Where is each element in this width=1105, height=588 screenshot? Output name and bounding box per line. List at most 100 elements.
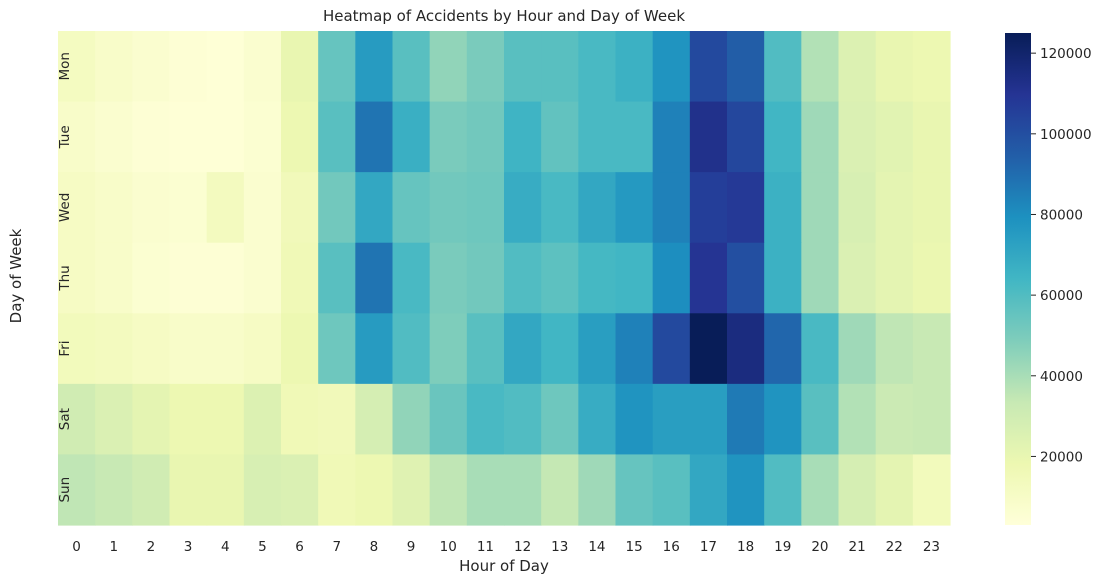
heatmap-cell-sat-0: [58, 383, 96, 456]
heatmap-cell-wed-5: [243, 172, 282, 244]
heatmap-cell-sun-3: [169, 454, 208, 526]
heatmap-cell-tue-21: [838, 101, 877, 173]
heatmap-cell-fri-14: [578, 313, 617, 385]
heatmap-cell-sun-16: [652, 454, 691, 526]
heatmap-cell-wed-7: [318, 172, 356, 244]
heatmap-cell-mon-7: [318, 31, 356, 103]
heatmap-cell-thu-16: [652, 242, 691, 314]
x-tick-label-11: 11: [477, 539, 494, 555]
heatmap-cell-thu-3: [169, 242, 208, 314]
x-tick-label-15: 15: [625, 539, 642, 555]
heatmap-cell-sat-5: [243, 383, 282, 456]
heatmap-cell-wed-3: [169, 172, 208, 244]
colorbar: [1005, 33, 1031, 525]
heatmap-cell-fri-16: [652, 313, 691, 385]
colorbar-tick-label: 80000: [1040, 207, 1083, 223]
heatmap-cell-fri-22: [875, 313, 914, 385]
heatmap-cell-mon-20: [801, 31, 840, 103]
heatmap-cell-tue-12: [504, 101, 542, 173]
x-tick-label-22: 22: [886, 539, 903, 555]
heatmap-cell-wed-4: [206, 172, 245, 244]
x-tick-label-19: 19: [774, 539, 791, 555]
heatmap-cell-thu-4: [206, 242, 245, 314]
x-tick-label-9: 9: [407, 539, 416, 555]
y-tick-label-tue: Tue: [57, 125, 73, 149]
heatmap-cell-tue-16: [652, 101, 691, 173]
heatmap-cell-sat-1: [95, 383, 133, 456]
heatmap-cell-mon-11: [466, 31, 505, 103]
heatmap-cell-wed-18: [727, 172, 765, 244]
heatmap-cell-wed-0: [58, 172, 96, 244]
heatmap-cell-fri-5: [243, 313, 282, 385]
y-tick-label-wed: Wed: [57, 193, 73, 222]
heatmap-cell-sat-15: [615, 383, 654, 456]
heatmap-cell-thu-9: [392, 242, 431, 314]
heatmap-cell-sat-2: [132, 383, 171, 456]
heatmap-cell-tue-14: [578, 101, 617, 173]
heatmap-cell-tue-3: [169, 101, 208, 173]
heatmap-cell-mon-2: [132, 31, 171, 103]
heatmap-cell-mon-18: [727, 31, 765, 103]
heatmap-cell-sat-18: [727, 383, 765, 456]
heatmap-cell-thu-5: [243, 242, 282, 314]
heatmap-cell-tue-17: [689, 101, 728, 173]
x-tick-label-1: 1: [109, 539, 118, 555]
heatmap-cell-sun-9: [392, 454, 431, 526]
x-tick-label-0: 0: [72, 539, 81, 555]
x-tick-label-3: 3: [184, 539, 193, 555]
heatmap-cell-tue-23: [912, 101, 951, 173]
heatmap-cell-mon-3: [169, 31, 208, 103]
heatmap-cell-tue-15: [615, 101, 654, 173]
heatmap-cell-tue-10: [429, 101, 468, 173]
heatmap-cell-sun-21: [838, 454, 877, 526]
heatmap-cell-sat-19: [764, 383, 802, 456]
heatmap-cell-sat-13: [541, 383, 579, 456]
heatmap-cell-sat-16: [652, 383, 691, 456]
chart-title: Heatmap of Accidents by Hour and Day of …: [323, 7, 685, 25]
heatmap-cell-fri-2: [132, 313, 171, 385]
heatmap-cell-wed-11: [466, 172, 505, 244]
heatmap-cell-sun-2: [132, 454, 171, 526]
heatmap-cell-sun-13: [541, 454, 579, 526]
x-tick-label-6: 6: [295, 539, 304, 555]
heatmap-cell-mon-1: [95, 31, 133, 103]
heatmap-cell-wed-16: [652, 172, 691, 244]
heatmap-cell-thu-23: [912, 242, 951, 314]
heatmap-cell-sun-8: [355, 454, 394, 526]
heatmap-cell-thu-15: [615, 242, 654, 314]
x-tick-label-23: 23: [923, 539, 940, 555]
heatmap-cell-fri-9: [392, 313, 431, 385]
heatmap-cell-tue-6: [281, 101, 319, 173]
heatmap-cell-mon-23: [912, 31, 951, 103]
heatmap-cell-mon-21: [838, 31, 877, 103]
heatmap-cell-mon-12: [504, 31, 542, 103]
heatmap-cell-wed-22: [875, 172, 914, 244]
heatmap-cell-tue-18: [727, 101, 765, 173]
heatmap-cell-sun-14: [578, 454, 617, 526]
heatmap-cell-fri-13: [541, 313, 579, 385]
heatmap-cell-mon-10: [429, 31, 468, 103]
heatmap-cell-sun-23: [912, 454, 951, 526]
heatmap-cell-tue-8: [355, 101, 394, 173]
heatmap-cell-thu-6: [281, 242, 319, 314]
heatmap-cell-thu-19: [764, 242, 802, 314]
colorbar-tick-label: 20000: [1040, 449, 1083, 465]
heatmap-cell-mon-16: [652, 31, 691, 103]
heatmap-cell-sun-5: [243, 454, 282, 526]
heatmap-cells: [58, 31, 951, 526]
x-tick-label-12: 12: [514, 539, 531, 555]
heatmap-cell-thu-12: [504, 242, 542, 314]
heatmap-cell-fri-10: [429, 313, 468, 385]
heatmap-cell-fri-23: [912, 313, 951, 385]
x-tick-label-20: 20: [811, 539, 828, 555]
heatmap-cell-mon-22: [875, 31, 914, 103]
heatmap-cell-thu-18: [727, 242, 765, 314]
y-axis-label: Day of Week: [7, 228, 25, 323]
x-axis-ticks: 0 1 2 3 4 5 6 7 8 9 10 11 12 13 14 15 16 17 18 19 20 21 22 23: [72, 539, 940, 555]
heatmap-cell-tue-11: [466, 101, 505, 173]
heatmap-cell-mon-17: [689, 31, 728, 103]
colorbar-tick-label: 60000: [1040, 288, 1083, 304]
heatmap-cell-wed-17: [689, 172, 728, 244]
heatmap-cell-wed-21: [838, 172, 877, 244]
